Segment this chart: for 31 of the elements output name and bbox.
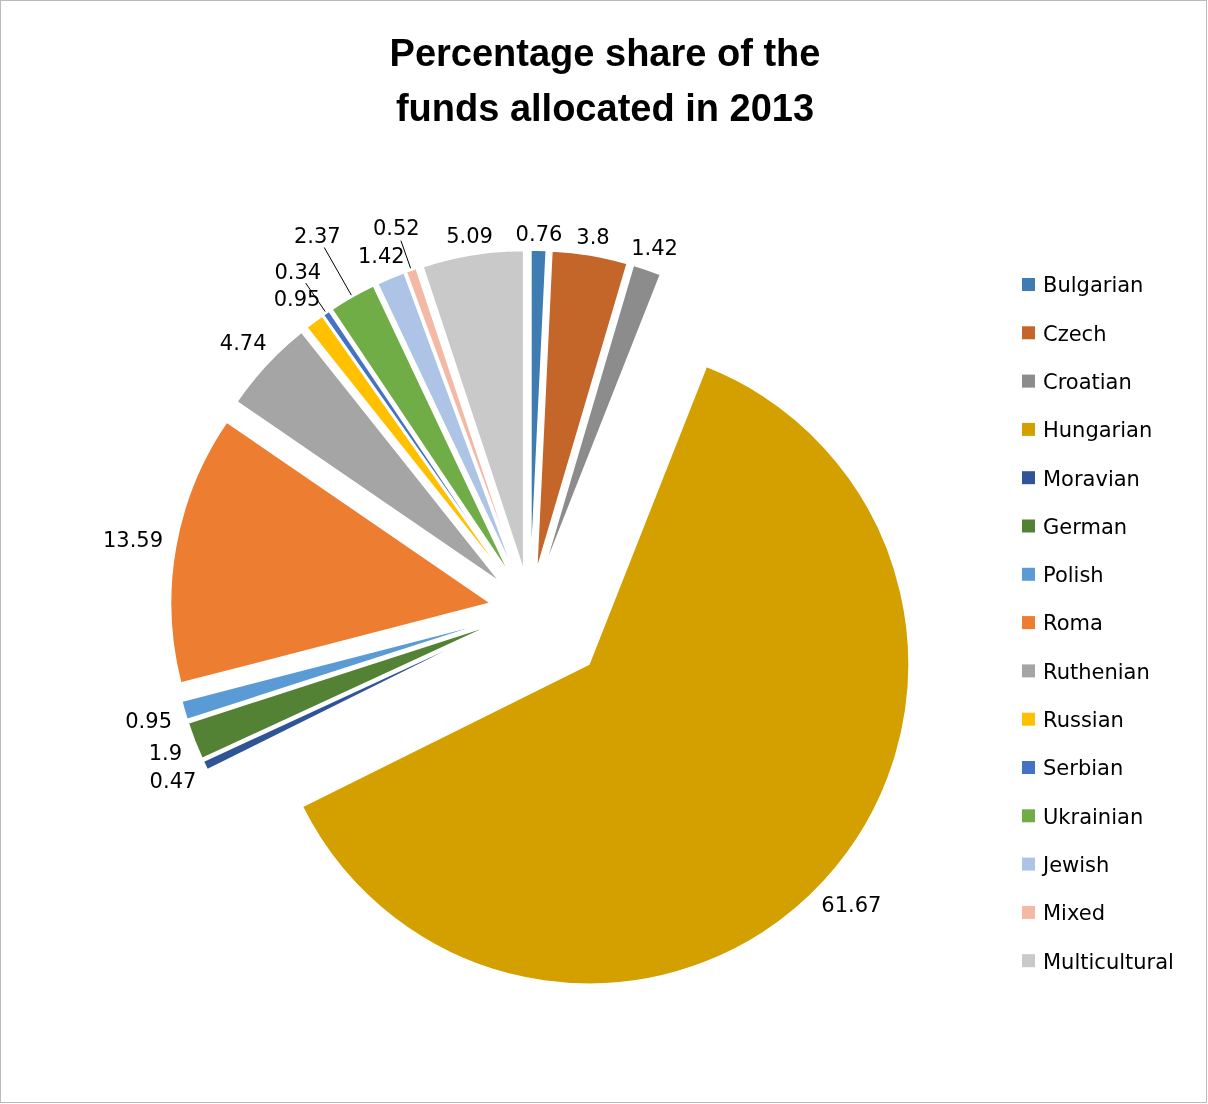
data-label: 1.42 (631, 236, 678, 261)
legend-label: Jewish (1041, 852, 1110, 877)
data-label: 0.95 (273, 286, 321, 311)
data-label: 4.74 (219, 331, 267, 356)
data-label: 3.8 (576, 224, 610, 249)
legend-label: Russian (1043, 708, 1124, 733)
data-label: 0.95 (125, 709, 173, 734)
legend-label: Moravian (1043, 466, 1140, 491)
chart-title: Percentage share of the funds allocated in 2013 (389, 32, 821, 129)
data-label: 5.09 (446, 223, 493, 248)
legend-label: Polish (1043, 563, 1104, 588)
data-label: 61.67 (821, 893, 882, 918)
legend-label: Ukrainian (1043, 804, 1144, 829)
legend-label: Roma (1043, 611, 1103, 636)
legend-label: Ruthenian (1043, 659, 1150, 684)
data-label: 0.47 (149, 769, 197, 794)
data-label: 13.59 (102, 528, 164, 553)
legend-label: Czech (1043, 321, 1107, 346)
legend-label: Serbian (1043, 756, 1124, 781)
legend-label: Hungarian (1043, 418, 1153, 443)
legend-label: Multicultural (1043, 949, 1174, 974)
legend-label: Mixed (1043, 901, 1105, 926)
data-label: 1.42 (357, 243, 405, 268)
data-label: 1.9 (148, 740, 183, 765)
data-label: 0.52 (372, 215, 420, 240)
data-label: 2.37 (293, 223, 341, 248)
data-label: 0.76 (515, 221, 563, 246)
data-label: 0.34 (274, 259, 322, 284)
legend-label: German (1043, 514, 1128, 539)
legend-label: Bulgarian (1043, 273, 1144, 298)
legend-label: Croatian (1043, 369, 1132, 394)
